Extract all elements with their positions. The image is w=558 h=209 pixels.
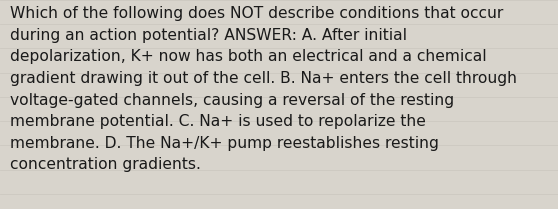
Text: Which of the following does NOT describe conditions that occur
during an action : Which of the following does NOT describe… <box>10 6 517 172</box>
